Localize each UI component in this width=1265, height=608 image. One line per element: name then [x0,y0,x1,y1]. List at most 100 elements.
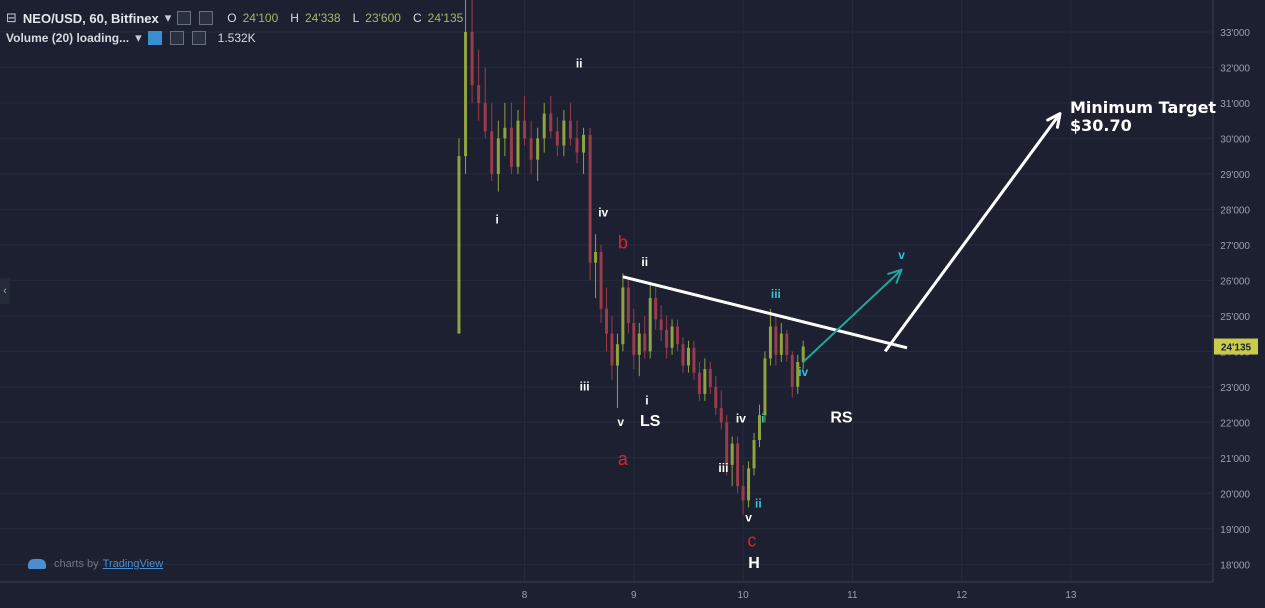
candle-body [483,102,487,132]
time-axis: 8 9 10 11 12 13 [522,590,1077,601]
annotation-line2: $30.70 [1070,116,1132,135]
close-value: 24'135 [427,11,464,25]
neckline [622,275,908,350]
wave-label-red: c [747,531,756,551]
branding-prefix: charts by [54,558,99,570]
candle-body [785,333,789,355]
eye-icon[interactable] [147,31,162,45]
price-tick-label: 21'000 [1220,454,1250,465]
close-icon[interactable] [191,31,206,45]
gear-icon[interactable] [199,11,214,25]
candle-body [575,138,579,153]
wave-label-white: iv [598,205,608,219]
target-arrow-head [1046,112,1062,129]
price-tag-bg [1214,338,1258,355]
candle-body [774,326,778,355]
candle-body [588,134,592,263]
tradingview-link[interactable]: TradingView [102,558,164,570]
wave-label-white: v [617,415,624,429]
price-axis-panel [1213,0,1265,608]
candle-body [779,333,783,355]
candle-body [615,344,619,366]
candle-body [621,287,625,345]
time-tick-label: 11 [847,590,858,601]
candle-body [529,138,533,160]
low-label: L [352,11,360,25]
candle-body [562,120,566,146]
wave-arrow-head [887,268,903,284]
candle-body [801,346,805,362]
volume-label[interactable]: Volume (20) loading... [6,31,130,45]
price-tick-label: 25'000 [1220,312,1250,323]
price-tick-label: 27'000 [1220,241,1250,252]
wave-label-cyan: v [898,248,905,262]
price-tick-label: 32'000 [1220,63,1250,74]
candle-body [676,326,680,345]
settings-icon[interactable] [177,11,192,25]
wave-label-cyan: iv [798,365,808,379]
wave-label-white: i [645,394,648,408]
candle-body [725,422,729,465]
wave-label-red: b [618,232,628,252]
candle-body [697,372,701,394]
side-panel-handle[interactable]: ‹ [0,278,10,304]
collapse-icon[interactable]: ⊟ [6,10,17,26]
candle-body [457,156,461,334]
wave-label-white: iii [718,461,728,475]
candle-body [536,138,540,160]
wave-label-cyan: i [761,411,764,425]
candle-body [692,347,696,373]
symbol-title[interactable]: NEO/USD, 60, Bitfinex [22,10,159,26]
price-tick-label: 19'000 [1220,525,1250,536]
candle-body [648,298,652,352]
price-tag-label: 24'135 [1221,343,1252,354]
wave-label-white: iv [736,411,746,425]
close-label: C [412,11,422,25]
price-tick-label: 28'000 [1220,205,1250,216]
candle-body [568,120,572,139]
dropdown-icon[interactable]: ▾ [135,30,142,46]
target-arrow-shaft [883,112,1062,353]
wave-label-white: iii [580,379,590,393]
price-tick-label: 30'000 [1220,134,1250,145]
candle-body [555,131,559,146]
candle-body [637,333,641,355]
candle-body [763,358,767,416]
wave-label-cyan: iii [771,287,781,301]
price-tick-label: 31'000 [1220,99,1250,110]
pattern-label: RS [830,409,853,426]
grid-lines [0,0,1213,582]
dropdown-icon[interactable]: ▾ [164,10,172,26]
price-tick-label: 22'000 [1220,418,1250,429]
branding: charts by TradingView [28,558,163,570]
candle-body [549,113,553,132]
candle-body [516,120,520,167]
candle-body [659,319,663,331]
wave-label-red: a [618,449,629,469]
volume-row: Volume (20) loading... ▾ 1.532K [6,28,463,48]
candle-body [610,333,614,366]
wave-arrow-shaft [802,268,903,363]
wave-label-white: i [496,213,499,227]
candle-body [477,85,481,103]
candle-body [582,134,586,153]
candles [457,0,805,515]
candle-body [708,369,712,387]
candle-body [509,127,513,167]
time-tick-label: 13 [1065,590,1077,601]
candle-body [605,308,608,334]
candle-body [632,322,636,355]
pattern-label: H [748,555,760,572]
low-value: 23'600 [365,11,401,25]
price-tick-label: 23'000 [1220,383,1250,394]
open-label: O [227,11,237,25]
time-tick-label: 9 [631,590,637,601]
pattern-label: LS [640,413,661,430]
candle-body [470,31,474,86]
candle-body [643,333,647,352]
candle-body [665,330,669,348]
candle-body [464,31,468,157]
settings-icon[interactable] [169,31,184,45]
